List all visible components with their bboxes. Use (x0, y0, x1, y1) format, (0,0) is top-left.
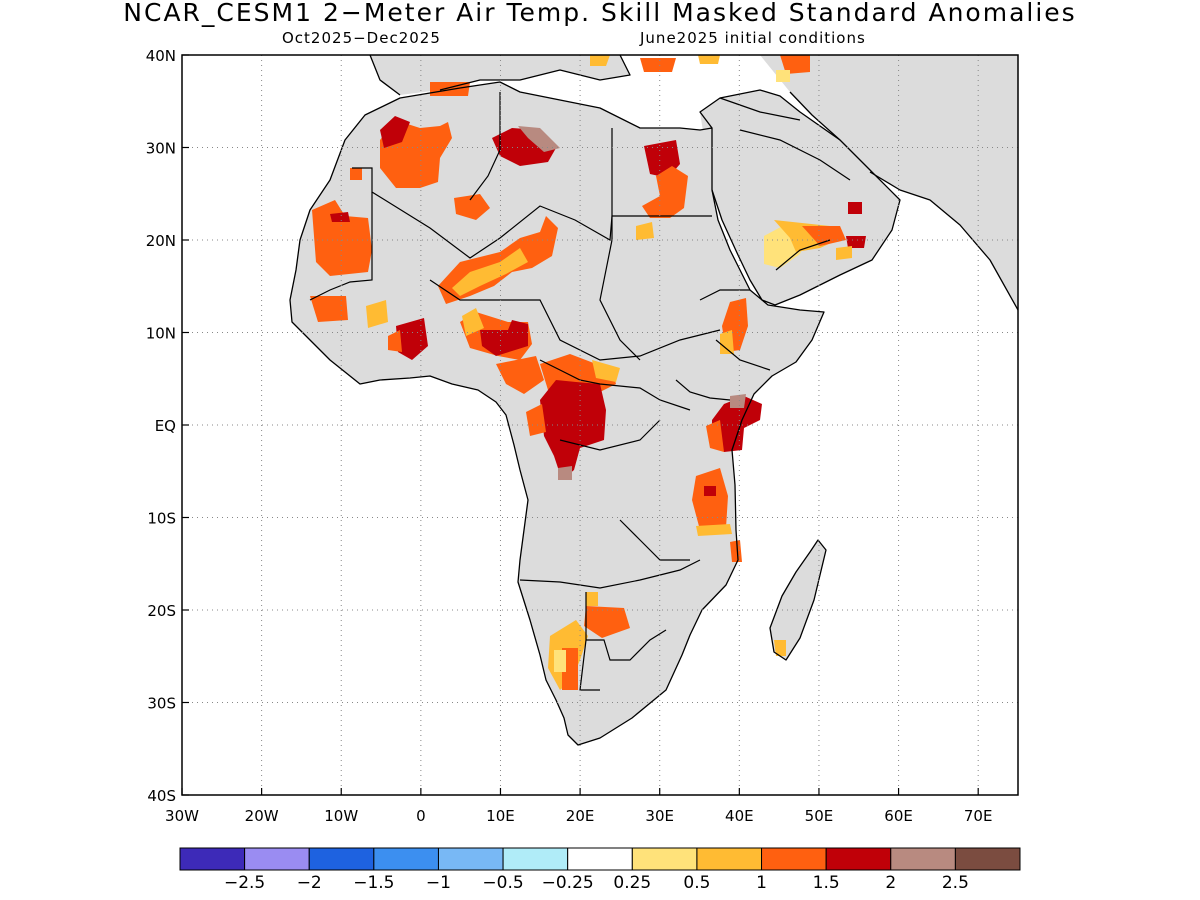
anomaly-region (590, 55, 610, 66)
anomaly-region (480, 320, 528, 356)
anomaly-region (780, 55, 810, 74)
anomaly-region (310, 296, 348, 322)
madagascar-land (770, 540, 826, 660)
anomaly-region (730, 540, 742, 562)
anomaly-region (452, 248, 528, 296)
colorbar-label: 1.5 (813, 873, 840, 893)
anomaly-region (518, 126, 560, 152)
x-tick-label: 20E (566, 807, 595, 825)
anomaly-region (848, 202, 862, 214)
colorbar-swatch (179, 847, 246, 871)
y-tick-label: 30S (147, 695, 176, 713)
y-tick-label: 20N (146, 232, 176, 250)
anomaly-region (584, 606, 630, 638)
y-tick-label: 10S (147, 510, 176, 528)
anomaly-region (730, 394, 746, 408)
x-tick-label: 70E (964, 807, 993, 825)
anomaly-region (540, 380, 606, 480)
colorbar-label: −2.5 (224, 873, 265, 893)
forecast-period: Oct2025−Dec2025 (282, 29, 441, 47)
colorbar-swatch (761, 847, 827, 871)
y-tick-label: 40N (146, 47, 176, 65)
anomaly-region (696, 524, 732, 536)
colorbar-swatch (890, 847, 956, 871)
y-tick-label: 40S (147, 787, 176, 805)
anomaly-region (462, 308, 484, 336)
anomaly-region (558, 466, 572, 480)
anomaly-region (704, 486, 716, 496)
x-tick-label: 60E (884, 807, 913, 825)
colorbar-swatch (567, 847, 633, 871)
anomaly-region (526, 404, 546, 436)
colorbar-label: −2 (297, 873, 322, 893)
colorbar-swatch (696, 847, 763, 871)
y-tick-label: 30N (146, 140, 176, 158)
anomaly-region (846, 236, 866, 248)
colorbar-swatch (502, 847, 569, 871)
anomaly-region (586, 592, 598, 606)
anomaly-region (380, 116, 410, 148)
colorbar: −2.5 −2 −1.5 −1 −0.5 −0.25 0.25 0.5 1 1.5 2 2.5 (179, 847, 1021, 893)
colorbar-label: −0.25 (542, 873, 594, 893)
x-tick-label: 10W (324, 807, 358, 825)
anomaly-region (388, 330, 402, 352)
anomaly-region (592, 360, 620, 382)
iran-land (760, 55, 1018, 310)
anomaly-region (312, 200, 372, 276)
colorbar-swatch (825, 847, 892, 871)
colorbar-swatch (373, 847, 439, 871)
x-tick-label: 40E (725, 807, 754, 825)
anomaly-region (554, 650, 566, 672)
anomaly-region (330, 212, 350, 222)
colorbar-swatch (954, 847, 1021, 871)
anomaly-region (396, 318, 428, 360)
anomaly-region (640, 58, 676, 72)
x-tick-label: 20W (245, 807, 279, 825)
y-tick-label: 10N (146, 325, 176, 343)
colorbar-swatch (244, 847, 310, 871)
colorbar-label: 2 (885, 873, 896, 893)
x-tick-label: 30W (165, 807, 199, 825)
colorbar-label: 2.5 (942, 873, 969, 893)
colorbar-swatch (631, 847, 698, 871)
anomaly-region (454, 194, 490, 220)
anomaly-region (350, 168, 362, 180)
colorbar-swatch (437, 847, 504, 871)
initial-conditions: June2025 initial conditions (640, 29, 866, 47)
y-tick-label: EQ (155, 417, 176, 435)
anomaly-region (698, 55, 720, 64)
anomaly-region (836, 246, 852, 260)
x-tick-label: 30E (645, 807, 674, 825)
colorbar-label: −1.5 (353, 873, 394, 893)
anomaly-region (712, 396, 762, 452)
anomaly-region (366, 300, 388, 328)
anomaly-region (802, 226, 846, 246)
colorbar-label: 0.25 (613, 873, 651, 893)
colorbar-label: −1 (426, 873, 451, 893)
anomaly-region (636, 222, 654, 240)
axis-labels: 30W 20W 10W 0 10E 20E 30E 40E 50E 60E 70E 40N 30N 20N… (146, 47, 993, 825)
x-tick-label: 0 (416, 807, 426, 825)
map-title: NCAR_CESM1 2−Meter Air Temp. Skill Maske… (123, 0, 1077, 27)
colorbar-label: −0.5 (482, 873, 523, 893)
anomaly-region (496, 356, 544, 394)
anomaly-region (642, 166, 688, 218)
colorbar-label: 0.5 (683, 873, 710, 893)
colorbar-label: 1 (756, 873, 767, 893)
anomaly-region (692, 468, 728, 530)
colorbar-swatch (308, 847, 375, 871)
anomaly-region (706, 420, 724, 452)
y-tick-label: 20S (147, 602, 176, 620)
anomaly-region (774, 640, 786, 656)
anomaly-region (776, 70, 790, 82)
coastlines (289, 55, 1018, 746)
x-tick-label: 10E (486, 807, 515, 825)
x-tick-label: 50E (805, 807, 834, 825)
anomaly-region (720, 330, 734, 354)
